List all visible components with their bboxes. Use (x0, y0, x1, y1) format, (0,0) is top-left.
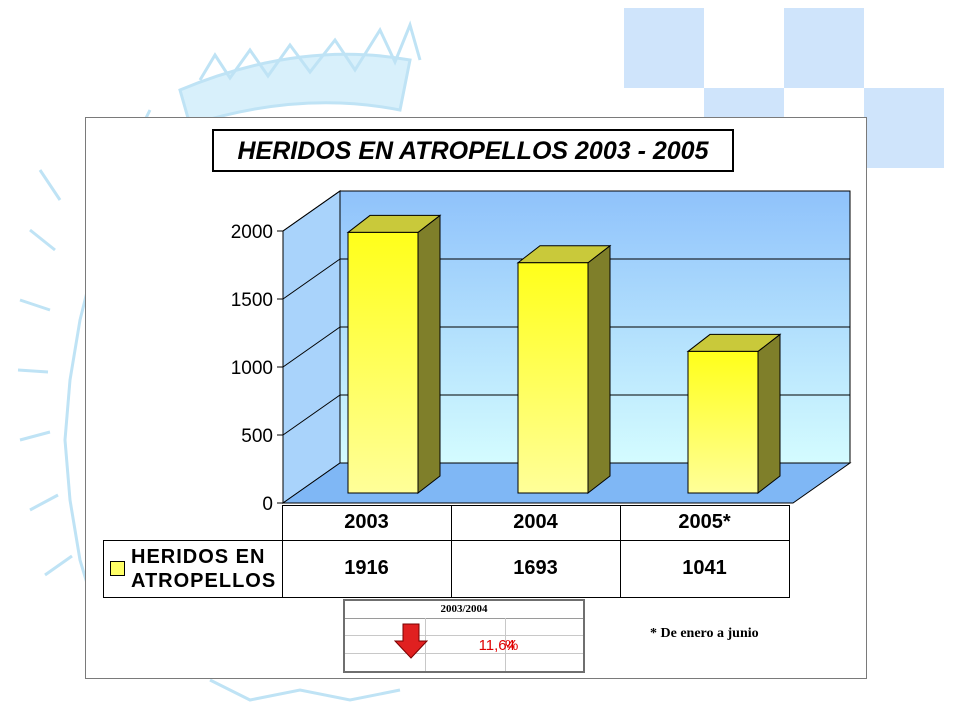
data-table-value: 1041 (619, 539, 790, 598)
gridline (282, 190, 341, 232)
data-table-corner (103, 505, 283, 541)
y-tick-label: 1500 (231, 290, 273, 311)
gridline (282, 258, 341, 300)
legend-cell: HERIDOS EN ATROPELLOS (103, 539, 283, 598)
gridline (282, 394, 341, 436)
grid-line (345, 653, 583, 654)
y-tick-label: 1000 (231, 358, 273, 379)
bar-side (587, 244, 611, 495)
data-table-value: 1693 (450, 539, 621, 598)
bar (687, 350, 759, 494)
legend-swatch (110, 561, 125, 576)
variation-value: 11,64 (478, 637, 515, 654)
data-table-header: 2004 (450, 505, 621, 541)
data-table-value: 1916 (281, 539, 452, 598)
decor-square (624, 8, 704, 88)
grid-line (425, 618, 426, 671)
footnote: * De enero a junio (650, 626, 759, 641)
gridline (282, 326, 341, 368)
decor-square (784, 8, 864, 88)
data-table-header-row: 2003 2004 2005* (103, 505, 790, 541)
bar-side (417, 214, 441, 495)
legend-label: HERIDOS EN ATROPELLOS (131, 545, 277, 592)
y-tick-label: 500 (241, 426, 273, 447)
chart-title-box: HERIDOS EN ATROPELLOS 2003 - 2005 (212, 129, 734, 172)
data-table-row: HERIDOS EN ATROPELLOS 1916 1693 1041 (103, 539, 790, 598)
y-tick-label: 2000 (231, 222, 273, 243)
chart-title: HERIDOS EN ATROPELLOS 2003 - 2005 (237, 137, 709, 165)
variation-box: 2003/2004 11,64 % (343, 599, 585, 673)
bar-side (757, 333, 781, 495)
data-table: 2003 2004 2005* HERIDOS EN ATROPELLOS 19… (103, 505, 790, 598)
grid-line (505, 618, 506, 671)
y-tick-label: 0 (262, 494, 273, 515)
grid-line (345, 635, 583, 636)
down-arrow-icon (393, 623, 429, 659)
bar (517, 262, 589, 494)
bar (347, 231, 419, 494)
variation-unit: % (505, 637, 519, 654)
data-table-header: 2005* (619, 505, 790, 541)
decor-square (864, 88, 944, 168)
data-table-header: 2003 (281, 505, 452, 541)
variation-header: 2003/2004 (345, 601, 583, 619)
